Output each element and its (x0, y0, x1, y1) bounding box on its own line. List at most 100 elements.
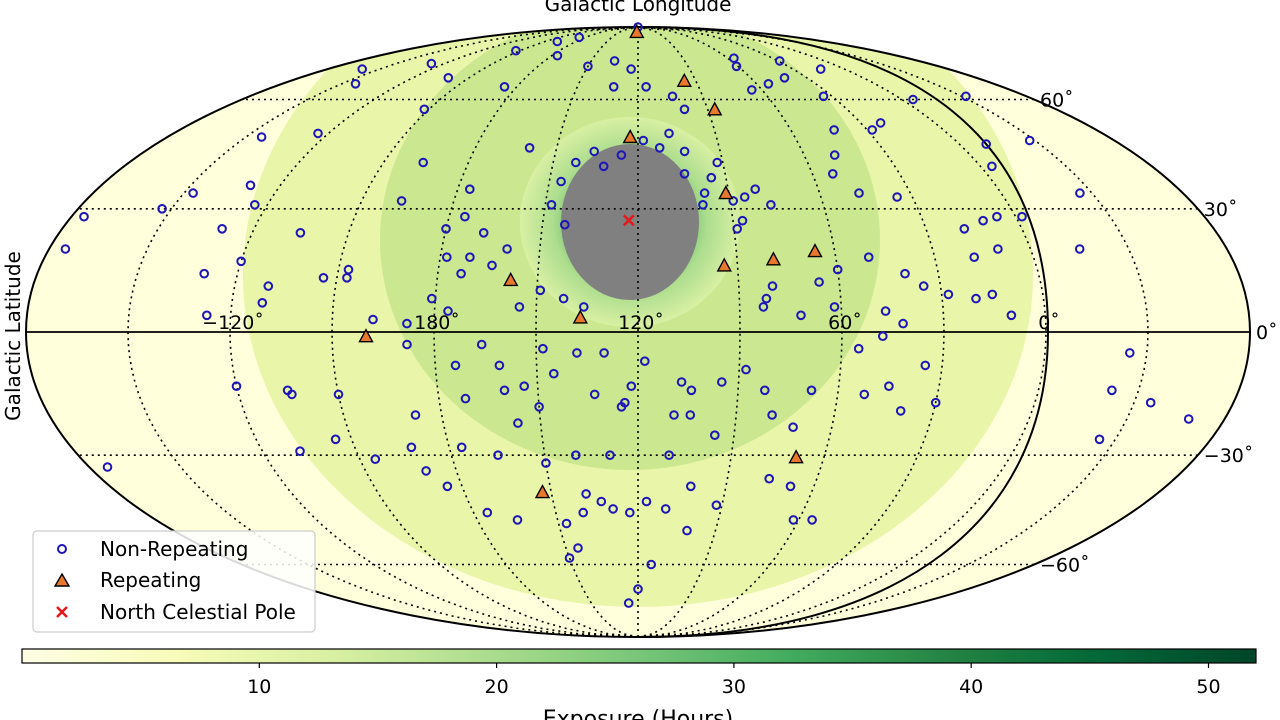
non-repeating-point (640, 356, 650, 367)
non-repeating-point (710, 430, 720, 441)
non-repeating-point (961, 91, 971, 102)
map-area (25, 22, 1251, 638)
non-repeating-point (482, 507, 493, 518)
non-repeating-point (370, 454, 381, 465)
non-repeating-point (895, 406, 906, 416)
repeating-point (503, 271, 519, 287)
non-repeating-point (828, 169, 838, 179)
repeating-point (718, 185, 734, 200)
non-repeating-point (350, 79, 361, 89)
non-repeating-point (460, 393, 471, 404)
legend: Non-Repeating Repeating North Celestial … (32, 530, 316, 633)
non-repeating-point (513, 418, 523, 428)
colorbar-tick-label: 10 (247, 676, 271, 698)
non-repeating-point (609, 56, 620, 66)
non-repeating-point (667, 91, 678, 102)
non-repeating-point (875, 118, 886, 128)
non-repeating-point (943, 289, 954, 300)
non-repeating-point (750, 184, 761, 194)
non-repeating-point (959, 224, 970, 234)
y-tick-label: −30˚ (1204, 445, 1254, 467)
non-repeating-point (679, 104, 690, 115)
non-repeating-point (558, 293, 569, 304)
non-repeating-point (625, 507, 635, 518)
non-repeating-point (807, 515, 817, 525)
tick-labels: −120˚ 180˚ 120˚ 60˚ 0˚ 60˚ 30˚ 0˚ −30˚ −60˚ (202, 90, 1277, 577)
non-repeating-point (330, 434, 341, 445)
non-repeating-point (79, 211, 89, 222)
non-repeating-point (737, 215, 748, 226)
non-repeating-point (854, 188, 864, 198)
non-repeating-point (560, 219, 570, 230)
non-repeating-point (853, 343, 864, 354)
non-repeating-point (295, 446, 305, 457)
non-repeating-point (217, 224, 227, 234)
y-tick-label: −60˚ (1040, 555, 1090, 577)
x-tick-label: 0˚ (1038, 312, 1060, 334)
non-repeating-point (589, 146, 600, 157)
non-repeating-point (638, 135, 649, 146)
non-repeating-point (535, 285, 546, 296)
non-repeating-point (443, 73, 454, 83)
non-repeating-point (829, 125, 839, 135)
non-repeating-point (623, 598, 634, 608)
non-repeating-point (456, 442, 467, 453)
non-repeating-point (608, 504, 618, 514)
non-repeating-point (231, 381, 242, 392)
non-repeating-point (512, 515, 523, 525)
non-repeating-point (616, 150, 627, 160)
non-repeating-point (685, 410, 696, 420)
non-repeating-point (549, 368, 559, 379)
repeating-point (707, 101, 723, 116)
data-points (60, 22, 1194, 608)
legend-label-non-repeating: Non-Repeating (100, 537, 248, 561)
non-repeating-point (686, 481, 696, 492)
non-repeating-point (427, 293, 437, 304)
non-repeating-point (818, 91, 829, 102)
non-repeating-point (199, 268, 209, 279)
non-repeating-point (572, 348, 582, 358)
non-repeating-point (546, 200, 557, 210)
non-repeating-point (741, 364, 751, 375)
non-repeating-point (579, 302, 589, 312)
non-repeating-point (641, 496, 652, 507)
non-repeating-point (654, 143, 665, 153)
repeating-point (358, 328, 374, 343)
non-repeating-point (739, 192, 750, 202)
non-repeating-point (1107, 385, 1117, 396)
non-repeating-point (1145, 397, 1156, 408)
non-repeating-point (1125, 348, 1135, 358)
non-repeating-point (608, 82, 619, 92)
non-repeating-point (774, 56, 785, 66)
non-repeating-point (863, 252, 874, 263)
non-repeating-point (1075, 188, 1085, 198)
non-repeating-point (583, 61, 593, 72)
non-repeating-point (571, 450, 581, 461)
non-repeating-point (581, 489, 591, 499)
non-repeating-point (884, 381, 894, 392)
non-repeating-point (599, 348, 609, 358)
non-repeating-point (598, 161, 609, 172)
non-repeating-point (732, 224, 743, 234)
repeating-point (534, 484, 551, 499)
non-repeating-point (892, 192, 902, 202)
repeating-point (765, 251, 782, 266)
non-repeating-point (766, 200, 776, 210)
non-repeating-point (626, 381, 637, 392)
non-repeating-point (442, 481, 453, 492)
non-repeating-point (859, 389, 870, 400)
non-repeating-point (157, 204, 167, 214)
non-repeating-point (785, 481, 796, 492)
non-repeating-point (368, 314, 378, 325)
non-repeating-point (981, 139, 992, 149)
non-repeating-point (202, 310, 212, 321)
non-repeating-point (978, 215, 988, 226)
non-repeating-point (313, 128, 323, 139)
x-tick-label: −120˚ (202, 312, 264, 334)
non-repeating-point (729, 53, 739, 64)
longitude-grid-line (637, 26, 741, 638)
y-tick-label: 60˚ (1040, 90, 1074, 112)
non-repeating-point (699, 188, 710, 198)
y-axis-title: Galactic Latitude (1, 251, 25, 421)
